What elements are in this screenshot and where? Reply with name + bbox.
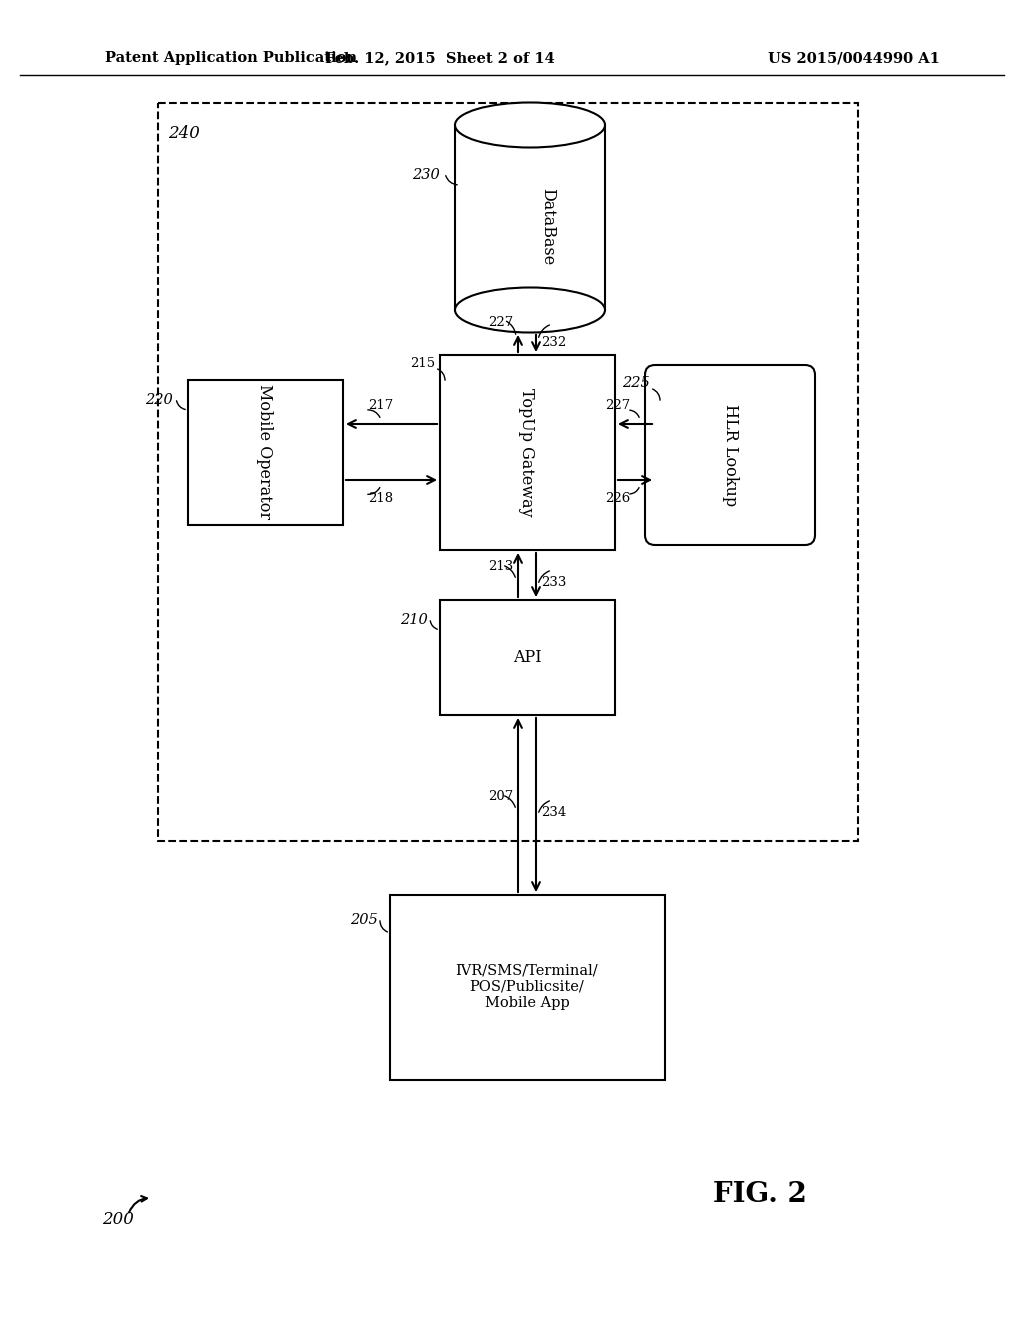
- Text: IVR/SMS/Terminal/
POS/Publicsite/
Mobile App: IVR/SMS/Terminal/ POS/Publicsite/ Mobile…: [456, 964, 598, 1010]
- Text: 210: 210: [400, 612, 428, 627]
- Bar: [440, 601, 615, 715]
- Text: 234: 234: [541, 807, 566, 820]
- Text: 226: 226: [605, 492, 630, 506]
- Text: 207: 207: [487, 791, 513, 804]
- Text: 227: 227: [605, 399, 630, 412]
- Text: Patent Application Publication: Patent Application Publication: [105, 51, 357, 65]
- Bar: [390, 895, 665, 1080]
- Text: API: API: [513, 648, 542, 665]
- Text: 205: 205: [350, 913, 378, 927]
- Text: 233: 233: [541, 577, 566, 590]
- Ellipse shape: [455, 288, 605, 333]
- Text: FIG. 2: FIG. 2: [713, 1181, 807, 1209]
- Bar: [455, 125, 605, 310]
- Text: 217: 217: [368, 399, 393, 412]
- Text: 215: 215: [410, 356, 435, 370]
- Text: 230: 230: [413, 168, 440, 182]
- Text: Feb. 12, 2015  Sheet 2 of 14: Feb. 12, 2015 Sheet 2 of 14: [326, 51, 555, 65]
- Text: 227: 227: [487, 315, 513, 329]
- Text: 240: 240: [168, 124, 200, 141]
- Bar: [158, 103, 858, 841]
- Text: 218: 218: [368, 492, 393, 506]
- Bar: [440, 355, 615, 550]
- Text: HLR Lookup: HLR Lookup: [722, 404, 738, 506]
- FancyBboxPatch shape: [645, 366, 815, 545]
- Text: 213: 213: [487, 561, 513, 573]
- Text: 225: 225: [623, 376, 650, 389]
- Text: 200: 200: [102, 1212, 134, 1229]
- Bar: [188, 380, 343, 525]
- Text: Mobile Operator: Mobile Operator: [256, 384, 273, 520]
- Text: 232: 232: [541, 335, 566, 348]
- Ellipse shape: [455, 103, 605, 148]
- Text: US 2015/0044990 A1: US 2015/0044990 A1: [768, 51, 940, 65]
- Text: DataBase: DataBase: [540, 189, 556, 265]
- Text: 220: 220: [145, 393, 173, 407]
- Text: TopUp Gateway: TopUp Gateway: [518, 388, 536, 516]
